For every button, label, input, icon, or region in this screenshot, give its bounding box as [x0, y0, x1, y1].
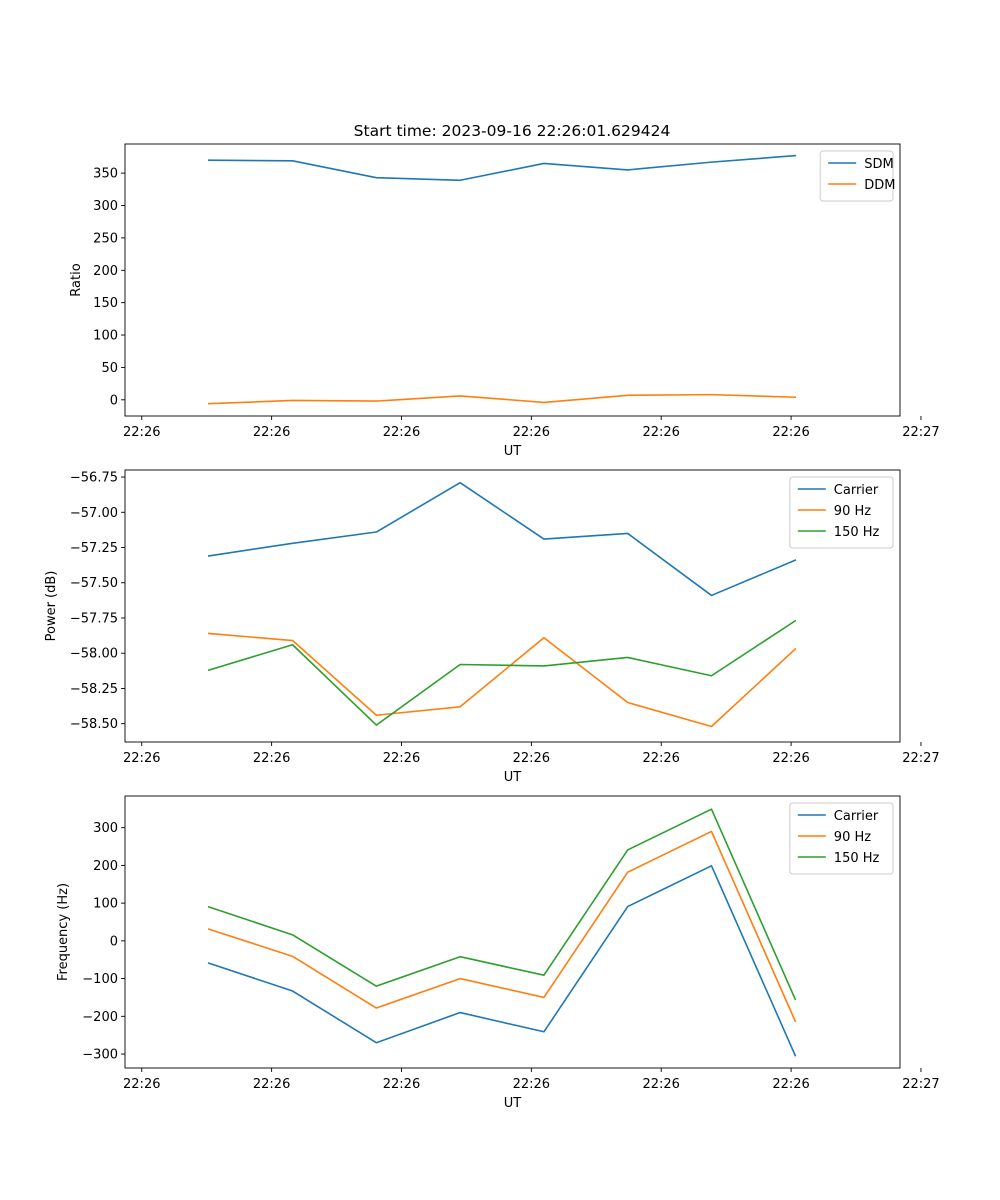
chart-1-xtick-label: 22:26	[123, 425, 160, 440]
chart-1-axes-frame	[124, 143, 901, 417]
chart-2-xlabel: UT	[504, 770, 522, 785]
chart-2-ytick-label: −57.25	[70, 541, 118, 556]
chart-2-series-150-hz-line	[207, 619, 797, 726]
chart-2-ytick-label: −57.00	[70, 506, 118, 521]
chart-2-xtick-label: 22:26	[383, 751, 420, 766]
chart-3-ytick-label: 100	[93, 897, 118, 912]
chart-2-xtick-label: 22:26	[642, 751, 679, 766]
chart-2-ytick-label: −57.75	[70, 611, 118, 626]
chart-3-xtick-label: 22:26	[513, 1077, 550, 1092]
chart-1-legend-label-sdm: SDM	[864, 157, 893, 172]
chart-3-ytick-label: −200	[82, 1010, 118, 1025]
chart-2-ylabel: Power (dB)	[44, 571, 59, 642]
chart-3-xtick-label: 22:26	[642, 1077, 679, 1092]
chart-1-ytick-label: 50	[101, 361, 118, 376]
chart-2-xtick-label: 22:26	[513, 751, 550, 766]
chart-1-xtick-label: 22:26	[513, 425, 550, 440]
chart-2-series-90-hz-line	[207, 632, 797, 728]
figure-title: Start time: 2023-09-16 22:26:01.629424	[354, 122, 671, 140]
chart-1-ytick-label: 350	[93, 167, 118, 182]
chart-3-xtick-label: 22:26	[772, 1077, 809, 1092]
chart-3-series-150-hz-line	[207, 808, 797, 1001]
chart-3-ytick-label: −100	[82, 972, 118, 987]
chart-3-xtick-label: 22:26	[253, 1077, 290, 1092]
chart-2-xtick-label: 22:27	[902, 751, 939, 766]
chart-3-ytick-label: −300	[82, 1048, 118, 1063]
chart-3-axes-frame	[124, 795, 901, 1069]
chart-1-legend-label-ddm: DDM	[864, 178, 895, 193]
chart-2-legend-label-150-hz: 150 Hz	[834, 525, 880, 540]
chart-3-series-carrier-line	[207, 864, 797, 1057]
chart-3-legend-label-150-hz: 150 Hz	[834, 851, 880, 866]
chart-1-xlabel: UT	[504, 444, 522, 459]
chart-1-ytick-label: 0	[110, 393, 118, 408]
chart-2-ytick-label: −56.75	[70, 471, 118, 486]
chart-2-xtick-label: 22:26	[772, 751, 809, 766]
chart-1-ytick-label: 250	[93, 231, 118, 246]
chart-1-ylabel: Ratio	[69, 263, 84, 296]
chart-3-ytick-label: 0	[110, 934, 118, 949]
chart-2-legend-label-90-hz: 90 Hz	[834, 504, 871, 519]
chart-3-xtick-label: 22:26	[123, 1077, 160, 1092]
chart-3-legend-label-carrier: Carrier	[834, 809, 879, 824]
chart-2-series-carrier-line	[207, 481, 797, 597]
chart-3-ytick-label: 200	[93, 859, 118, 874]
chart-1-xtick-label: 22:26	[642, 425, 679, 440]
chart-2-ytick-label: −58.00	[70, 647, 118, 662]
chart-1-xtick-label: 22:26	[772, 425, 809, 440]
chart-2-xtick-label: 22:26	[123, 751, 160, 766]
chart-1-xtick-label: 22:27	[902, 425, 939, 440]
chart-1-xtick-label: 22:26	[253, 425, 290, 440]
chart-1-ytick-label: 200	[93, 264, 118, 279]
chart-2-legend-label-carrier: Carrier	[834, 483, 879, 498]
chart-2-ytick-label: −58.50	[70, 717, 118, 732]
chart-2-axes-frame	[124, 469, 901, 743]
chart-1-ytick-label: 300	[93, 199, 118, 214]
chart-3-series-90-hz-line	[207, 830, 797, 1023]
chart-1-ytick-label: 100	[93, 329, 118, 344]
chart-1-series-sdm-line	[207, 154, 797, 182]
chart-3-ytick-label: 300	[93, 821, 118, 836]
chart-3-xlabel: UT	[504, 1096, 522, 1111]
chart-1-ytick-label: 150	[93, 296, 118, 311]
chart-3-legend-label-90-hz: 90 Hz	[834, 830, 871, 845]
chart-3-xtick-label: 22:27	[902, 1077, 939, 1092]
chart-3-xtick-label: 22:26	[383, 1077, 420, 1092]
chart-3-ylabel: Frequency (Hz)	[56, 883, 71, 981]
chart-1-series-ddm-line	[207, 393, 797, 405]
chart-2-ytick-label: −58.25	[70, 682, 118, 697]
chart-2-xtick-label: 22:26	[253, 751, 290, 766]
chart-2-ytick-label: −57.50	[70, 576, 118, 591]
chart-1-xtick-label: 22:26	[383, 425, 420, 440]
